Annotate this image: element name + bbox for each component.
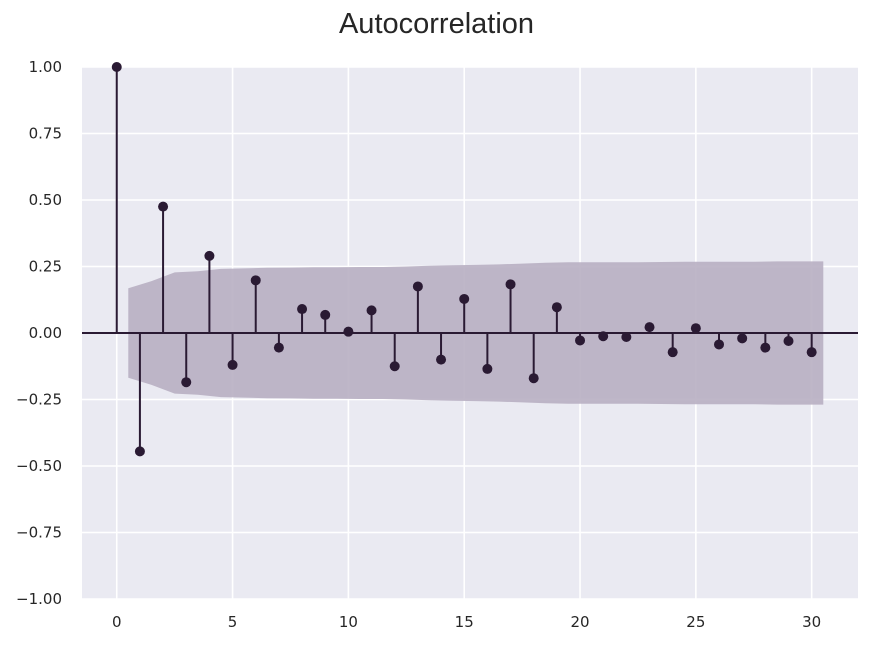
acf-point (412, 281, 423, 292)
x-tick-label: 25 (686, 613, 705, 631)
acf-point (181, 377, 192, 388)
y-tick-label: −0.50 (16, 457, 62, 475)
y-tick-label: −0.75 (16, 524, 62, 542)
stem-layer (111, 62, 817, 457)
acf-point (204, 250, 215, 261)
acf-point (528, 373, 539, 384)
x-tick-label: 15 (455, 613, 474, 631)
acf-point (389, 361, 400, 372)
y-tick-label: 0.75 (29, 125, 62, 143)
y-tick-label: 0.25 (29, 258, 62, 276)
y-tick-label: −0.25 (16, 391, 62, 409)
x-tick-label: 20 (570, 613, 589, 631)
acf-point (737, 333, 748, 344)
x-tick-label: 5 (228, 613, 238, 631)
acf-point (714, 339, 725, 350)
acf-point (134, 446, 145, 457)
y-tick-label: 0.00 (29, 324, 62, 342)
acf-point (598, 331, 609, 342)
x-tick-label: 10 (339, 613, 358, 631)
x-tick-label: 0 (112, 613, 122, 631)
acf-point (366, 305, 377, 316)
acf-point (575, 335, 586, 346)
acf-point (806, 347, 817, 358)
tick-labels: 0 5 10 15 20 25 30 1.00 0.75 0.50 0.25 0.00 −0.25 −0.… (16, 58, 821, 631)
acf-point (436, 354, 447, 365)
acf-point (621, 331, 632, 342)
acf-point (551, 302, 562, 313)
acf-point (482, 363, 493, 374)
acf-point (297, 304, 308, 315)
acf-point (667, 347, 678, 358)
acf-point (320, 309, 331, 320)
y-tick-label: 0.50 (29, 191, 62, 209)
acf-point (343, 326, 354, 337)
acf-point (459, 293, 470, 304)
acf-point (273, 342, 284, 353)
acf-point (158, 201, 169, 212)
acf-point (760, 342, 771, 353)
acf-point (250, 275, 261, 286)
x-tick-label: 30 (802, 613, 821, 631)
y-tick-label: −1.00 (16, 590, 62, 608)
acf-point (111, 62, 122, 72)
y-tick-label: 1.00 (29, 58, 62, 76)
acf-point (227, 359, 238, 370)
acf-point (644, 322, 655, 333)
chart-title: Autocorrelation (338, 8, 535, 40)
acf-point (505, 279, 516, 290)
acf-point (690, 323, 701, 334)
acf-point (783, 335, 794, 346)
